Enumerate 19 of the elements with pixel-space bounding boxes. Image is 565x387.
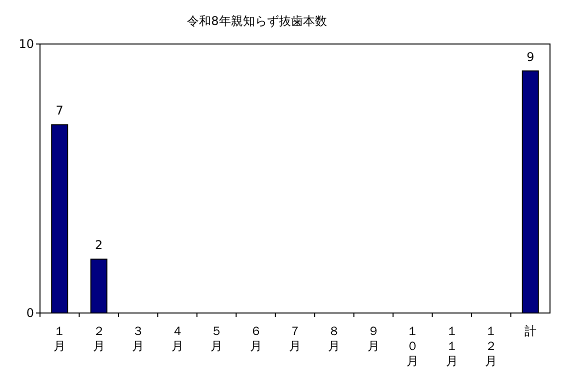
x-tick-label: ８月	[328, 324, 340, 353]
chart-title: 令和8年親知らず抜歯本数	[187, 14, 327, 28]
x-tick-label: ５月	[210, 324, 223, 353]
x-tick-label: ７月	[289, 324, 301, 353]
data-label: 7	[56, 104, 64, 118]
x-tick-label: １０月	[406, 324, 419, 368]
x-tick-label: １２月	[485, 324, 498, 368]
x-tick-label: ６月	[250, 324, 262, 353]
x-tick-label: ４月	[171, 324, 184, 353]
x-tick-label: 計	[524, 324, 536, 338]
data-label: 9	[526, 50, 534, 64]
x-tick-label: １月	[54, 324, 66, 353]
x-tick-label: １１月	[446, 324, 458, 368]
data-label: 2	[95, 238, 103, 252]
x-tick-label: ９月	[367, 324, 380, 353]
x-tick-label: ２月	[92, 324, 105, 353]
x-tick-label: ３月	[132, 324, 144, 353]
y-tick-label: 10	[18, 37, 34, 51]
y-tick-label: 0	[26, 306, 34, 320]
